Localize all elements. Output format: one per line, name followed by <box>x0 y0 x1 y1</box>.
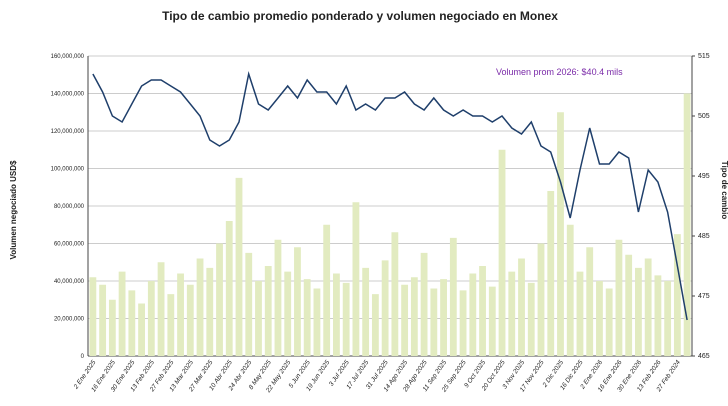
bar <box>557 112 564 356</box>
y-axis-label: Volumen negociado USD$ <box>9 160 18 260</box>
y2-axis-label: Tipo de cambio <box>720 161 728 220</box>
bar <box>537 243 545 356</box>
bar <box>469 273 477 356</box>
bar <box>391 232 399 356</box>
bar <box>586 247 594 356</box>
bar <box>342 282 350 356</box>
bar <box>430 288 438 356</box>
bar <box>264 266 272 356</box>
bar <box>99 284 107 356</box>
y2-tick-label: 515 <box>698 53 710 60</box>
bar <box>566 224 574 356</box>
bar <box>518 258 525 356</box>
bar <box>459 290 467 356</box>
bar <box>313 288 321 356</box>
bar <box>596 281 603 356</box>
line <box>92 71 688 321</box>
y-tick-label: 0 <box>81 354 85 360</box>
bar <box>157 262 165 356</box>
bar <box>479 266 486 356</box>
bar <box>527 282 535 356</box>
bar <box>498 149 506 356</box>
bar <box>118 271 126 356</box>
bar <box>615 239 623 356</box>
bar <box>235 177 243 356</box>
bar <box>225 221 233 356</box>
bar <box>440 279 447 356</box>
bar <box>352 202 360 356</box>
bar <box>576 271 584 356</box>
bar <box>381 260 389 356</box>
bar <box>410 277 418 356</box>
bar <box>683 93 691 356</box>
bar <box>605 288 613 356</box>
bar <box>371 294 379 356</box>
y2-tick-label: 485 <box>698 233 710 240</box>
bar <box>108 299 116 356</box>
bar <box>294 247 301 356</box>
y-tick-label: 120,000,000 <box>51 129 85 135</box>
bar <box>362 267 370 356</box>
bar <box>625 254 633 356</box>
y-tick-label: 80,000,000 <box>54 204 85 210</box>
bar <box>245 252 253 356</box>
y-tick-label: 60,000,000 <box>54 242 85 248</box>
y-tick-label: 40,000,000 <box>54 279 85 285</box>
y2-tick-label: 465 <box>698 353 710 360</box>
bar <box>401 284 409 356</box>
bar <box>303 279 311 356</box>
bar <box>206 267 214 356</box>
y-tick-label: 140,000,000 <box>51 92 85 98</box>
bar <box>635 267 642 356</box>
bar <box>420 252 428 356</box>
bar <box>216 243 223 356</box>
bar <box>333 273 340 356</box>
y2-tick-label: 475 <box>698 293 710 300</box>
bar <box>673 234 681 356</box>
bar <box>186 284 194 356</box>
bar <box>89 277 97 356</box>
bar <box>177 273 184 356</box>
bar <box>138 303 145 356</box>
bar <box>323 224 331 356</box>
bar <box>488 286 496 356</box>
bar <box>128 290 136 356</box>
bar <box>274 239 282 356</box>
bar <box>664 281 672 356</box>
bar <box>147 281 155 356</box>
chart-title: Tipo de cambio promedio ponderado y volu… <box>162 9 558 23</box>
annotation: Volumen prom 2026: $40.4 mils <box>496 67 623 77</box>
y-tick-label: 160,000,000 <box>51 54 85 60</box>
y2-tick-label: 495 <box>698 173 710 180</box>
bar <box>644 258 652 356</box>
y2-tick-label: 505 <box>698 113 710 120</box>
bar <box>167 294 175 356</box>
bar <box>654 275 662 356</box>
y-tick-label: 100,000,000 <box>51 167 85 173</box>
bar <box>284 271 292 356</box>
bar <box>508 271 516 356</box>
bar <box>255 281 262 356</box>
bar <box>449 237 457 356</box>
y-tick-label: 20,000,000 <box>54 317 85 323</box>
bar <box>196 258 204 356</box>
bar <box>547 191 555 356</box>
